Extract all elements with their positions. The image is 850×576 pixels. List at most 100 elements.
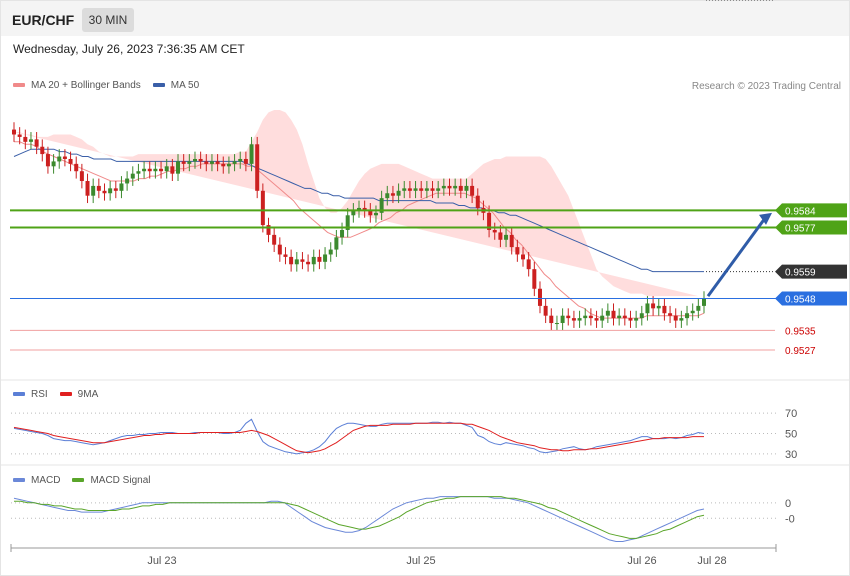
candle: [419, 188, 424, 191]
candle: [453, 185, 458, 189]
candle: [317, 256, 322, 262]
x-axis-label: Jul 25: [406, 555, 435, 567]
rsi-ma-legend-label: 9MA: [77, 389, 99, 400]
candle: [487, 212, 492, 230]
level-tag-support: [775, 291, 847, 306]
candle: [243, 158, 248, 164]
candle: [662, 305, 667, 314]
candle: [306, 261, 311, 265]
candle: [424, 188, 429, 191]
candle: [402, 188, 407, 191]
minor-level-label: 0.9527: [785, 346, 816, 357]
candle: [385, 193, 390, 199]
candle: [475, 195, 480, 208]
candle: [311, 256, 316, 265]
candle: [187, 161, 192, 164]
candle: [390, 193, 395, 196]
candle: [407, 188, 412, 191]
candle: [436, 188, 441, 191]
candle: [634, 318, 639, 321]
candle: [226, 163, 231, 167]
macd-tick-label: -0: [785, 513, 795, 525]
candle: [430, 188, 435, 191]
candle: [464, 185, 469, 191]
bollinger-band: [14, 110, 699, 297]
candle: [509, 234, 514, 248]
candle: [164, 166, 169, 172]
candle: [40, 146, 45, 155]
candle: [249, 144, 254, 164]
candle: [441, 185, 446, 189]
candle: [526, 259, 531, 270]
candle: [125, 178, 130, 184]
candle: [283, 254, 288, 257]
candle: [45, 154, 50, 167]
candle: [521, 254, 526, 260]
x-axis-label: Jul 23: [147, 555, 176, 567]
candle: [696, 305, 701, 311]
candle: [142, 168, 147, 172]
candle: [119, 183, 124, 191]
candle: [91, 185, 96, 196]
candle: [362, 207, 367, 211]
rsi-ma-line: [13, 422, 704, 454]
level-tag-resistance: [775, 220, 847, 235]
candle: [23, 136, 28, 142]
candle: [532, 269, 537, 289]
candle: [594, 318, 599, 321]
candle: [679, 318, 684, 321]
ma20-legend-label: MA 20 + Bollinger Bands: [31, 80, 141, 91]
candle: [628, 318, 633, 321]
candle: [130, 173, 135, 179]
candle: [198, 158, 203, 162]
candle: [656, 305, 661, 309]
price-legend: MA 20 + Bollinger Bands MA 50: [13, 80, 199, 92]
candle: [583, 315, 588, 319]
ma50-legend-label: MA 50: [170, 80, 200, 91]
rsi-swatch: [13, 392, 25, 397]
candle: [266, 225, 271, 235]
candle: [702, 298, 706, 306]
macd-signal-legend-label: MACD Signal: [90, 475, 151, 486]
toolbar: EUR/CHF 30 MIN: [1, 1, 849, 36]
ma20-line: [14, 141, 705, 319]
candle: [170, 166, 175, 174]
macd-signal-swatch: [72, 478, 85, 483]
candle: [79, 171, 84, 182]
candle: [328, 249, 333, 255]
candle: [368, 210, 373, 216]
candle: [12, 129, 16, 135]
candle: [272, 234, 277, 245]
candle: [617, 315, 622, 319]
candle: [504, 234, 509, 240]
candle: [260, 190, 265, 226]
candle: [639, 313, 644, 319]
candle: [147, 168, 152, 172]
candle: [300, 259, 305, 262]
candle: [373, 212, 378, 216]
macd-legend: MACD MACD Signal: [13, 475, 150, 487]
projection-arrow-head: [759, 212, 772, 225]
candle: [209, 161, 214, 164]
candle: [277, 244, 282, 255]
candle: [566, 315, 571, 319]
candle: [68, 158, 73, 164]
current-price-tag: [775, 264, 847, 279]
candle: [96, 185, 101, 191]
candle: [334, 237, 339, 250]
macd-swatch: [13, 478, 25, 483]
timeframe-button[interactable]: 30 MIN: [82, 8, 134, 32]
projection-arrow: [706, 215, 768, 297]
candle: [690, 310, 695, 314]
current-price-label: 0.9559: [785, 268, 816, 279]
candle: [28, 139, 33, 142]
candle: [357, 207, 361, 211]
candle: [413, 188, 418, 191]
candle: [192, 158, 197, 162]
level-tag-resistance: [775, 203, 847, 218]
candle: [470, 185, 475, 196]
candle: [560, 315, 565, 324]
rsi-line: [13, 418, 705, 455]
candle: [685, 313, 690, 319]
candle: [159, 168, 164, 172]
